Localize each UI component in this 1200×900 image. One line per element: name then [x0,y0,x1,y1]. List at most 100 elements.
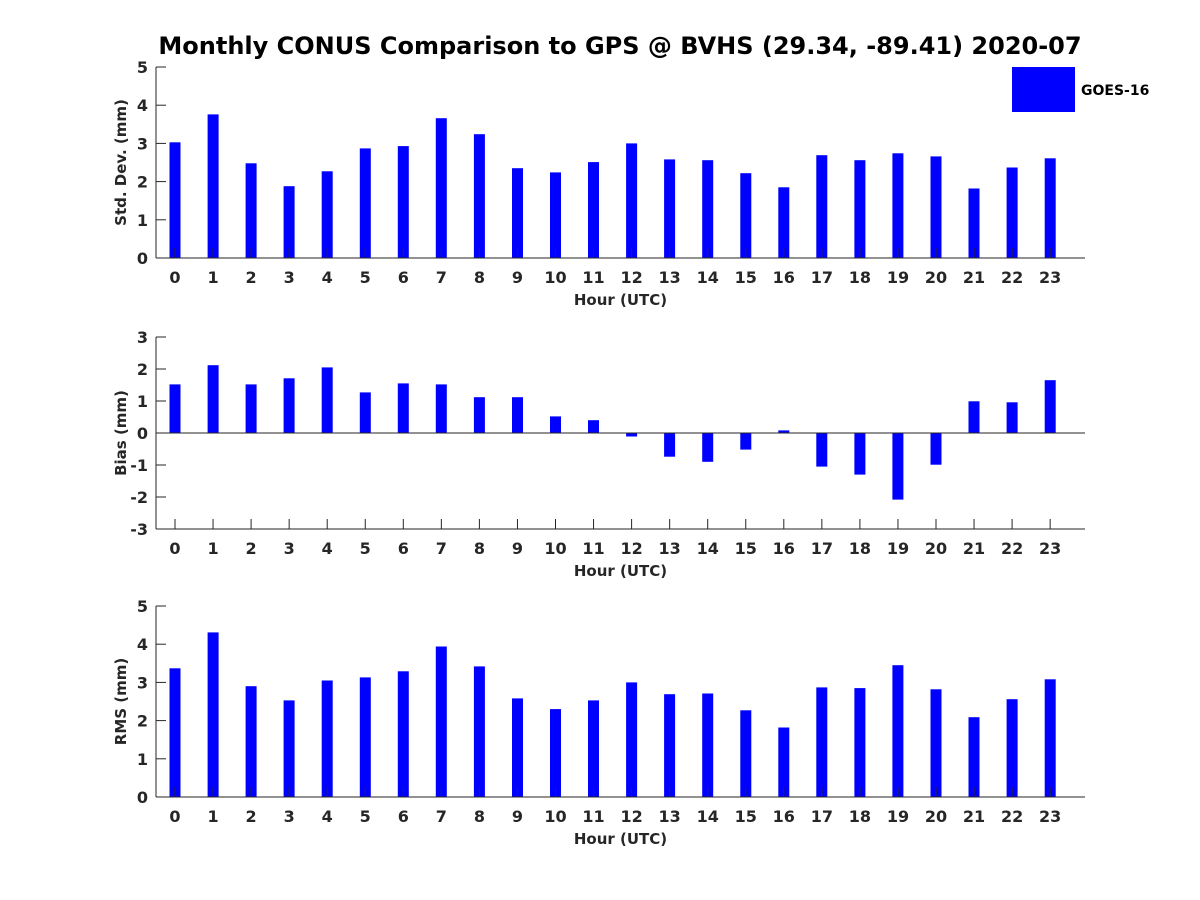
x-tick-label-rms: 22 [1001,807,1023,826]
x-tick-label-std-dev: 11 [582,268,604,287]
bar-rms-hour-13 [664,694,676,797]
y-tick-label-rms: 3 [137,673,148,692]
bar-bias-hour-11 [588,420,599,433]
x-tick-label-bias: 9 [512,539,523,558]
bar-bias-hour-12 [626,433,638,437]
x-tick-label-bias: 15 [735,539,757,558]
y-tick-label-std-dev: 0 [137,249,148,268]
x-tick-label-bias: 0 [169,539,180,558]
bar-std-dev-hour-18 [854,160,866,258]
x-tick-label-std-dev: 19 [887,268,909,287]
y-tick-label-rms: 0 [137,788,148,807]
bar-bias-hour-22 [1006,402,1018,433]
panel-std-dev-ylabel: Std. Dev. (mm) [112,99,130,226]
x-tick-label-bias: 5 [360,539,371,558]
panel-bias-xlabel: Hour (UTC) [574,562,667,580]
bar-bias-hour-14 [702,433,714,462]
x-tick-label-rms: 10 [544,807,566,826]
bar-std-dev-hour-10 [550,172,561,258]
x-tick-label-std-dev: 22 [1001,268,1023,287]
x-tick-label-std-dev: 8 [474,268,485,287]
x-tick-label-bias: 1 [207,539,218,558]
bar-rms-hour-16 [778,727,790,797]
x-tick-label-bias: 4 [322,539,333,558]
bar-std-dev-hour-8 [473,134,485,258]
bar-bias-hour-8 [473,397,485,433]
bar-rms-hour-5 [359,677,371,797]
x-tick-label-rms: 1 [207,807,218,826]
y-tick-label-bias: 1 [137,392,148,411]
bar-rms-hour-0 [169,668,181,797]
x-tick-label-rms: 20 [925,807,947,826]
x-tick-label-rms: 8 [474,807,485,826]
x-tick-label-bias: 18 [849,539,871,558]
bar-std-dev-hour-4 [321,171,333,258]
panel-rms-xlabel: Hour (UTC) [574,830,667,848]
bar-std-dev-hour-22 [1006,167,1018,258]
bar-bias-hour-0 [169,384,181,433]
bar-bias-hour-19 [892,433,904,500]
y-tick-label-rms: 2 [137,712,148,731]
bar-std-dev-hour-2 [245,163,257,258]
bar-bias-hour-18 [854,433,866,475]
bar-std-dev-hour-14 [702,160,714,258]
bar-rms-hour-6 [397,671,409,797]
x-tick-label-std-dev: 14 [697,268,719,287]
x-tick-label-bias: 17 [811,539,833,558]
panel-rms-ylabel: RMS (mm) [112,658,130,745]
x-tick-label-std-dev: 17 [811,268,833,287]
bar-rms-hour-14 [702,693,714,797]
x-tick-label-rms: 9 [512,807,523,826]
bar-std-dev-hour-20 [930,156,942,258]
x-tick-label-rms: 18 [849,807,871,826]
x-tick-label-rms: 15 [735,807,757,826]
bar-bias-hour-10 [550,416,561,433]
bar-std-dev-hour-6 [397,146,409,258]
bar-bias-hour-21 [968,401,980,433]
bar-std-dev-hour-3 [283,186,295,258]
y-tick-label-rms: 1 [137,750,148,769]
bar-std-dev-hour-15 [740,173,752,258]
bar-std-dev-hour-21 [968,188,980,258]
x-tick-label-std-dev: 15 [735,268,757,287]
bar-std-dev-hour-16 [778,187,790,258]
bar-bias-hour-7 [435,384,447,433]
y-tick-label-std-dev: 3 [137,134,148,153]
bar-bias-hour-9 [512,397,523,433]
y-tick-label-rms: 4 [137,635,148,654]
x-tick-label-rms: 19 [887,807,909,826]
x-tick-label-rms: 7 [436,807,447,826]
bar-rms-hour-8 [473,666,485,797]
x-tick-label-rms: 23 [1039,807,1061,826]
bar-std-dev-hour-13 [664,159,676,258]
x-tick-label-std-dev: 13 [659,268,681,287]
x-tick-label-bias: 21 [963,539,985,558]
chart-title: Monthly CONUS Comparison to GPS @ BVHS (… [158,32,1081,60]
bar-bias-hour-20 [930,433,942,465]
x-tick-label-bias: 8 [474,539,485,558]
x-tick-label-bias: 20 [925,539,947,558]
bar-bias-hour-6 [397,383,409,433]
x-tick-label-bias: 6 [398,539,409,558]
x-tick-label-rms: 17 [811,807,833,826]
x-tick-label-std-dev: 10 [544,268,566,287]
bar-rms-hour-11 [588,700,599,797]
bar-std-dev-hour-5 [359,148,371,258]
x-tick-label-bias: 13 [659,539,681,558]
bar-rms-hour-12 [626,682,638,797]
x-tick-label-rms: 2 [246,807,257,826]
x-tick-label-std-dev: 2 [246,268,257,287]
bar-rms-hour-7 [435,646,447,797]
x-tick-label-rms: 4 [322,807,333,826]
y-tick-label-std-dev: 5 [137,58,148,77]
bar-rms-hour-18 [854,688,866,797]
bar-rms-hour-3 [283,700,295,797]
bar-bias-hour-23 [1044,380,1056,433]
bar-rms-hour-2 [245,686,257,797]
x-tick-label-rms: 5 [360,807,371,826]
x-tick-label-rms: 0 [169,807,180,826]
x-tick-label-std-dev: 7 [436,268,447,287]
y-tick-label-bias: 2 [137,360,148,379]
panel-std-dev-xlabel: Hour (UTC) [574,291,667,309]
